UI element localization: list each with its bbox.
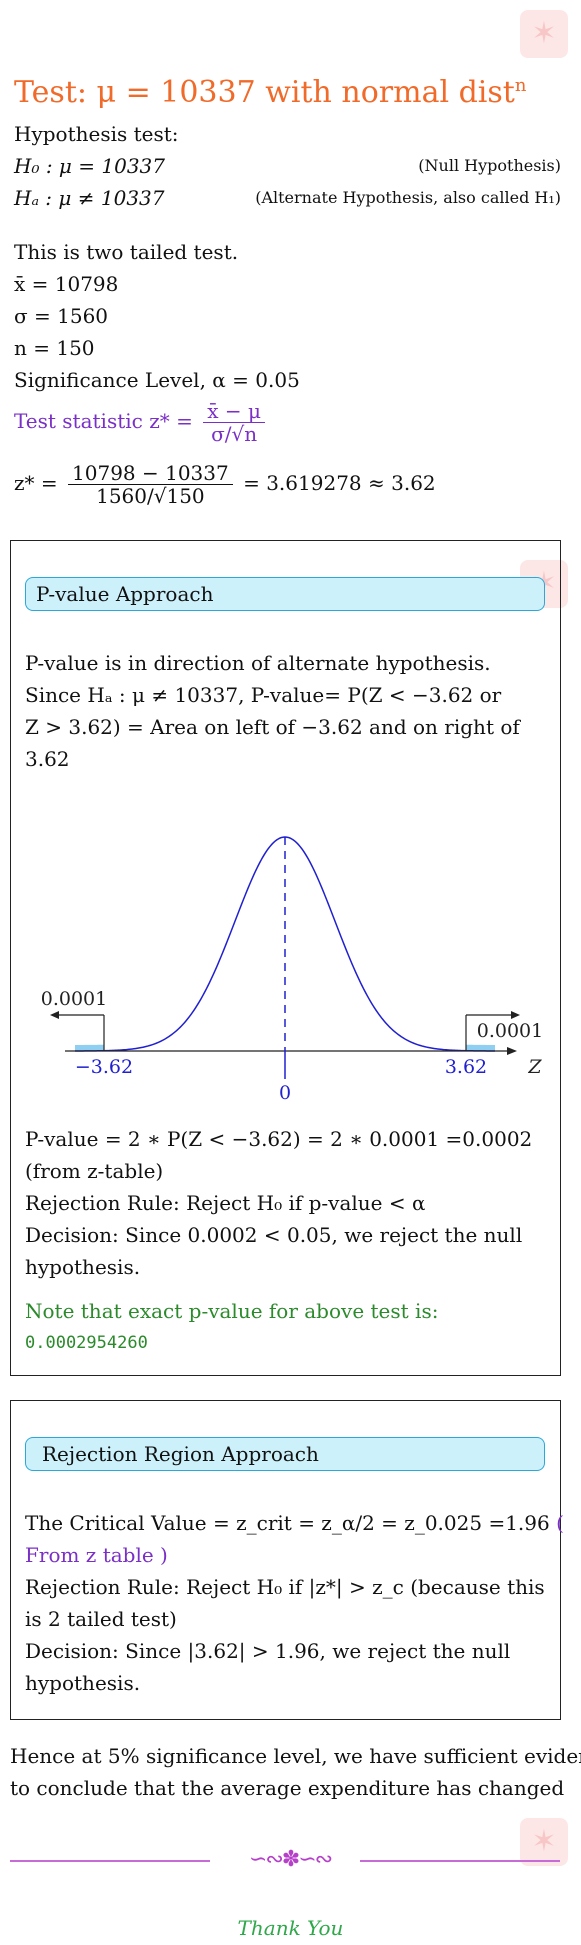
sample-mean: x̄ = 10798	[14, 272, 119, 296]
pvalue-rejection-rule: Rejection Rule: Reject H₀ if p-value < α	[25, 1191, 426, 1215]
rejection-rule: is 2 tailed test)	[25, 1607, 177, 1631]
right-area-label: 0.0001	[477, 1020, 543, 1042]
right-tick-label: 3.62	[445, 1056, 487, 1078]
pvalue-result: P-value = 2 ∗ P(Z < −3.62) = 2 ∗ 0.0001 …	[25, 1127, 533, 1151]
left-tail-area	[75, 1044, 104, 1051]
divider-left	[10, 1860, 210, 1862]
normal-curve-chart: −3.62 3.62 0 Z 0.0001 0.0001	[41, 836, 543, 1104]
tail-statement: This is two tailed test.	[14, 240, 239, 264]
rejection-decision: Decision: Since |3.62| > 1.96, we reject…	[25, 1639, 511, 1663]
pvalue-decision: Decision: Since 0.0002 < 0.05, we reject…	[25, 1223, 523, 1247]
pvalue-text-line: P-value is in direction of alternate hyp…	[25, 651, 491, 675]
right-area-arrowhead	[511, 1011, 520, 1019]
pvalue-text-line: Since Hₐ : μ ≠ 10337, P-value= P(Z < −3.…	[25, 683, 502, 707]
watermark-seal: ✶	[520, 10, 568, 58]
divider-right	[360, 1860, 560, 1862]
sigma-value: σ = 1560	[14, 304, 109, 328]
pvalue-text-line: Z > 3.62) = Area on left of −3.62 and on…	[25, 715, 520, 739]
exact-pvalue: 0.0002954260	[25, 1333, 148, 1353]
pvalue-approach-box: P-value Approach P-value is in direction…	[10, 540, 561, 1376]
conclusion: Hence at 5% significance level, we have …	[10, 1744, 581, 1768]
left-tick-label: −3.62	[75, 1056, 133, 1078]
conclusion: to conclude that the average expenditure…	[10, 1776, 565, 1800]
critical-value: The Critical Value = z_crit = z_α/2 = z_…	[25, 1511, 564, 1535]
pvalue-text-line: 3.62	[25, 747, 70, 771]
center-label: 0	[279, 1082, 291, 1104]
null-hypothesis-note: (Null Hypothesis)	[418, 156, 561, 175]
right-tail-area	[466, 1044, 495, 1051]
pvalue-source: (from z-table)	[25, 1159, 164, 1183]
alternate-hypothesis-note: (Alternate Hypothesis, also called H₁)	[255, 188, 561, 207]
watermark-seal: ✶	[520, 1818, 568, 1866]
significance-level: Significance Level, α = 0.05	[14, 368, 300, 392]
null-hypothesis: H₀ : μ = 10337	[14, 154, 166, 178]
critical-value-source: From z table )	[25, 1543, 168, 1567]
left-area-arrowhead	[50, 1011, 59, 1019]
left-area-label: 0.0001	[41, 988, 107, 1010]
pvalue-approach-header: P-value Approach	[25, 577, 545, 611]
sample-size: n = 150	[14, 336, 95, 360]
exact-pvalue-note: Note that exact p-value for above test i…	[25, 1299, 439, 1323]
rejection-rule: Rejection Rule: Reject H₀ if |z*| > z_c …	[25, 1575, 545, 1599]
alternate-hypothesis: Hₐ : μ ≠ 10337	[14, 186, 165, 210]
page-title: Test: μ = 10337 with normal distn	[14, 75, 527, 110]
z-axis-arrow	[507, 1047, 517, 1055]
x-axis-label: Z	[527, 1056, 542, 1078]
test-statistic-calculation: z* = 10798 − 10337 1560/√150 = 3.619278 ≈…	[14, 461, 436, 508]
ornament-icon: ∽∾✽∽∾	[248, 1847, 333, 1872]
rejection-decision: hypothesis.	[25, 1671, 141, 1695]
pvalue-decision: hypothesis.	[25, 1255, 141, 1279]
hypothesis-heading: Hypothesis test:	[14, 122, 179, 146]
rejection-region-header: Rejection Region Approach	[25, 1437, 545, 1471]
thank-you: Thank You	[237, 1916, 344, 1940]
test-statistic-formula: Test statistic z* = x̄ − μ σ/√n	[14, 400, 269, 445]
rejection-region-box: Rejection Region Approach The Critical V…	[10, 1400, 564, 1720]
